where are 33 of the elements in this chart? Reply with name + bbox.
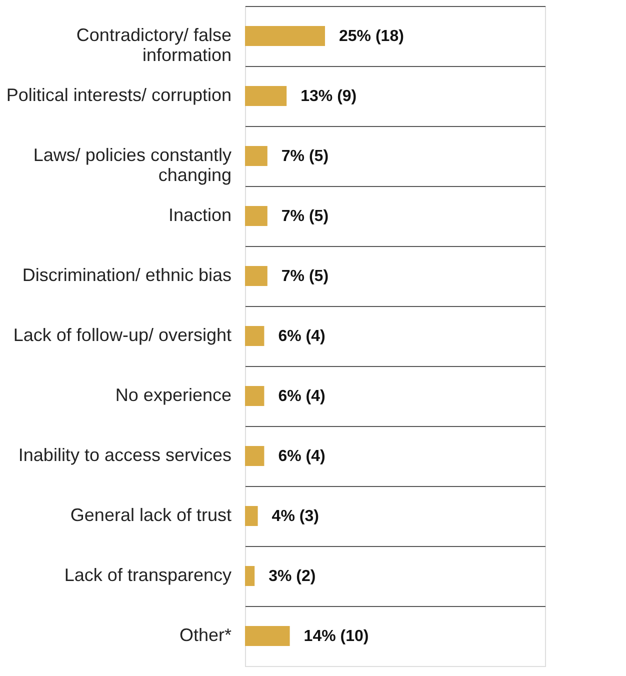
y-tick-label: Inability to access services xyxy=(18,445,232,465)
y-tick-label: Laws/ policies constantly changing xyxy=(33,145,232,185)
data-label: 14% (10) xyxy=(304,628,369,645)
bar xyxy=(245,26,325,46)
bar xyxy=(245,446,264,466)
bar xyxy=(245,326,264,346)
data-label: 7% (5) xyxy=(281,148,329,165)
data-label: 3% (2) xyxy=(268,568,316,585)
data-label: 25% (18) xyxy=(339,28,404,45)
data-label: 7% (5) xyxy=(281,208,329,225)
data-label: 4% (3) xyxy=(272,508,319,525)
y-tick-label: Lack of follow-up/ oversight xyxy=(13,325,232,345)
y-tick-label: Discrimination/ ethnic bias xyxy=(22,265,232,285)
y-tick-label: Lack of transparency xyxy=(64,565,232,585)
bar xyxy=(245,146,268,166)
data-label: 6% (4) xyxy=(278,388,326,405)
bar xyxy=(245,506,258,526)
y-tick-label: General lack of trust xyxy=(70,505,232,525)
y-tick-label: Contradictory/ false information xyxy=(76,25,232,65)
bar xyxy=(245,386,264,406)
bar xyxy=(245,626,290,646)
data-label: 13% (9) xyxy=(300,88,357,105)
data-label: 6% (4) xyxy=(278,448,326,465)
bar xyxy=(245,266,268,286)
y-tick-label: Inaction xyxy=(168,205,232,225)
bar xyxy=(245,206,268,226)
y-tick-label: Political interests/ corruption xyxy=(6,85,232,105)
data-label: 6% (4) xyxy=(278,328,326,345)
bar xyxy=(245,566,255,586)
bar xyxy=(245,86,287,106)
y-tick-label: Other* xyxy=(179,625,232,645)
data-label: 7% (5) xyxy=(281,268,329,285)
y-tick-label: No experience xyxy=(115,385,232,405)
